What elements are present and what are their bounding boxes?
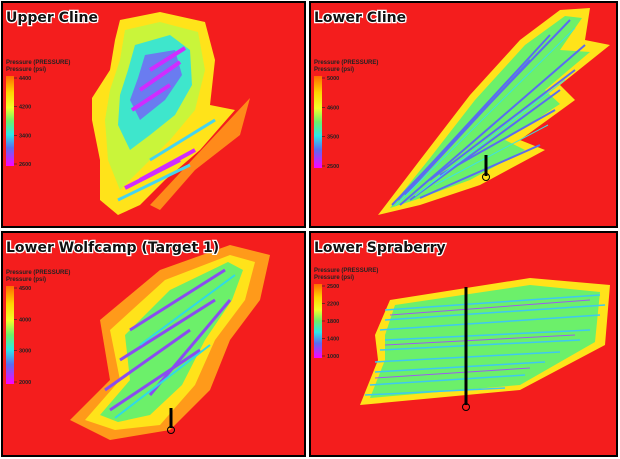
legend-title: Pressure (PRESSURE) bbox=[6, 270, 70, 276]
legend-title: Pressure (PRESSURE) bbox=[6, 60, 70, 66]
colorbar-tick-label: 4200 bbox=[19, 105, 31, 111]
colorbar-tick-label: 4600 bbox=[327, 105, 339, 111]
legend-title: Pressure (PRESSURE) bbox=[314, 60, 378, 66]
colorbar-tick-label: 3400 bbox=[19, 133, 31, 139]
colorbar-tick-label: 2000 bbox=[19, 380, 31, 386]
colorbar-tick-label: 4500 bbox=[19, 286, 31, 292]
colorbar-tick-label: 5000 bbox=[327, 76, 339, 82]
pressure-map bbox=[360, 278, 610, 411]
legend-unit: Pressure (psi) bbox=[314, 275, 354, 281]
pressure-map bbox=[70, 245, 270, 440]
colorbar-tick-label: 2500 bbox=[327, 284, 339, 290]
colorbar bbox=[314, 284, 322, 358]
colorbar-tick-label: 1000 bbox=[327, 354, 339, 360]
legend-unit: Pressure (psi) bbox=[314, 67, 354, 73]
colorbar-tick-label: 2500 bbox=[327, 164, 339, 170]
colorbar-tick-label: 3500 bbox=[327, 135, 339, 141]
colorbar bbox=[6, 286, 14, 384]
colorbar-tick-label: 4400 bbox=[19, 76, 31, 82]
colorbar-tick-label: 3000 bbox=[19, 349, 31, 355]
panel-title: Lower Spraberry bbox=[314, 240, 446, 256]
legend-title: Pressure (PRESSURE) bbox=[314, 268, 378, 274]
colorbar bbox=[314, 76, 322, 168]
colorbar bbox=[6, 76, 14, 166]
pressure-map bbox=[378, 8, 610, 215]
colorbar-tick-label: 1800 bbox=[327, 319, 339, 325]
colorbar-tick-label: 1400 bbox=[327, 337, 339, 343]
panel-title: Lower Cline bbox=[314, 10, 406, 26]
pressure-map bbox=[92, 12, 250, 215]
panel-title: Lower Wolfcamp (Target 1) bbox=[6, 240, 219, 256]
legend-unit: Pressure (psi) bbox=[6, 277, 46, 283]
colorbar-tick-label: 2600 bbox=[19, 162, 31, 168]
colorbar-tick-label: 2200 bbox=[327, 302, 339, 308]
panel-title: Upper Cline bbox=[6, 10, 98, 26]
legend-unit: Pressure (psi) bbox=[6, 67, 46, 73]
colorbar-tick-label: 4000 bbox=[19, 317, 31, 323]
